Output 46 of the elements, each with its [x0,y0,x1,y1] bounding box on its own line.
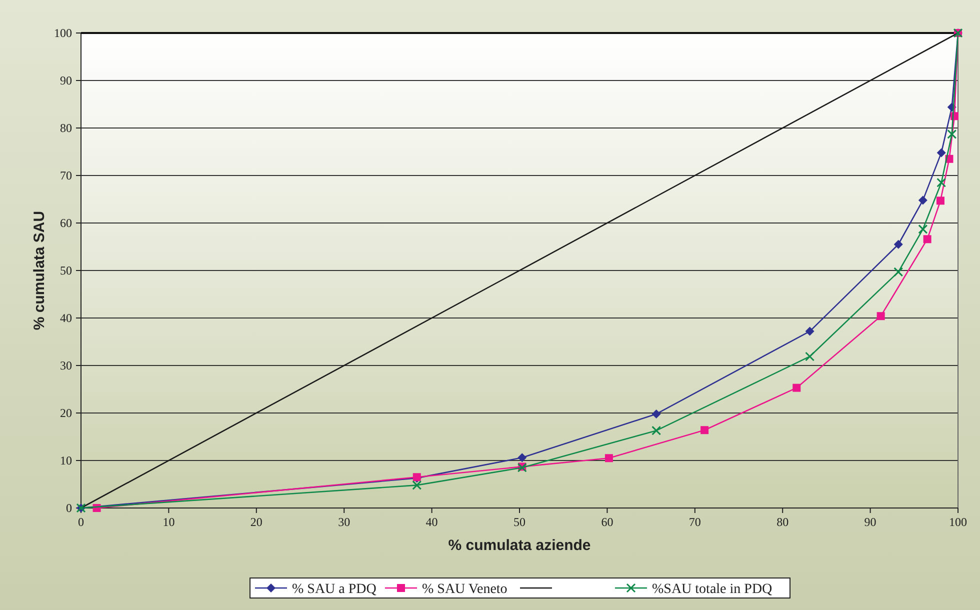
point [936,196,944,205]
y-tick-label: 60 [60,216,72,230]
point [604,454,613,462]
x-tick-label: 10 [162,515,175,529]
x-tick-label: 80 [776,515,789,529]
y-tick-label: 10 [60,454,72,468]
x-tick-label: 60 [601,515,614,529]
point [894,267,904,277]
y-tick-label: 90 [60,74,72,88]
point [918,224,928,234]
y-tick-label: 80 [60,121,72,135]
y-tick-label: 30 [60,358,72,372]
y-tick-label: 0 [66,501,72,515]
point [936,178,946,188]
x-tick-label: 40 [426,515,438,529]
legend-label: % SAU a PDQ [292,582,376,597]
point [918,196,928,205]
y-tick-label: 20 [60,406,72,420]
point [947,129,957,139]
point [805,352,815,362]
point [894,240,903,249]
x-tick-label: 70 [688,515,701,529]
y-tick-label: 40 [60,311,72,325]
y-tick-label: 70 [60,168,72,182]
x-tick-label: 50 [514,515,526,529]
point [518,453,527,462]
x-tick-label: 0 [78,515,84,529]
legend-label: % SAU Veneto [422,582,508,597]
point [652,409,661,418]
y-axis-title: % cumulata SAU [31,210,48,330]
point [805,326,814,336]
x-tick-label: 100 [949,515,967,529]
x-tick-label: 20 [250,515,262,529]
point [792,384,801,392]
x-tick-label: 90 [864,515,876,529]
point [412,480,422,490]
point [923,235,932,244]
point [700,426,709,434]
y-tick-label: 100 [54,26,72,40]
point [876,312,885,320]
point [652,426,662,436]
point [936,148,946,158]
x-tick-label: 30 [338,515,350,529]
y-tick-label: 50 [60,264,72,278]
x-axis-title: % cumulata aziende [448,537,591,554]
legend-label: %SAU totale in PDQ [652,582,772,597]
